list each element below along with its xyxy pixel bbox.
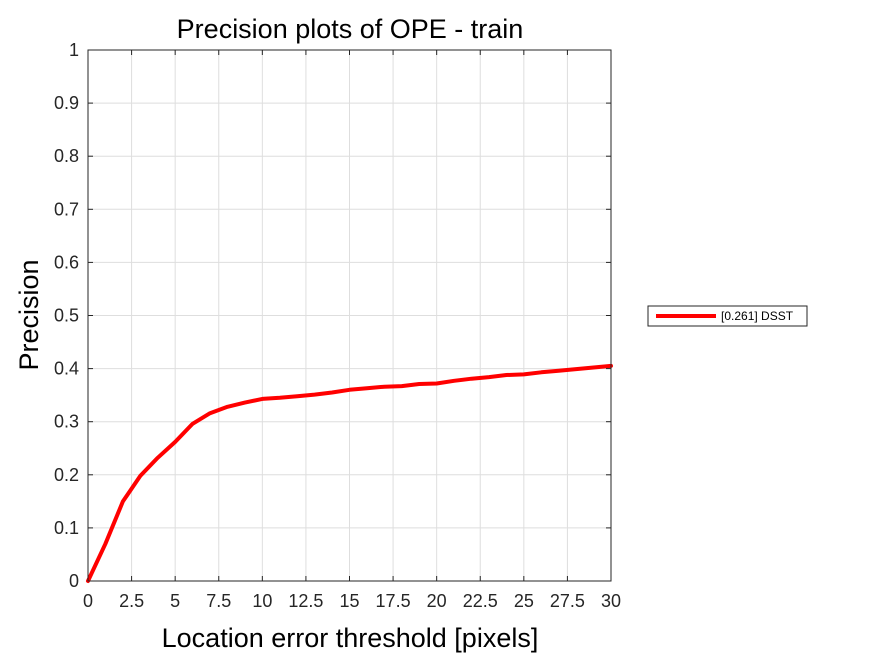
legend: [0.261] DSST [647, 305, 808, 327]
y-tick-label: 0.8 [54, 146, 79, 166]
x-tick-label: 0 [83, 591, 93, 611]
x-tick-label: 30 [601, 591, 621, 611]
x-tick-label: 7.5 [206, 591, 231, 611]
series-layer [86, 363, 613, 583]
x-tick-label: 17.5 [376, 591, 411, 611]
y-tick-label: 0.6 [54, 252, 79, 272]
x-tick-label: 22.5 [463, 591, 498, 611]
y-tick-label: 0.7 [54, 199, 79, 219]
y-tick-label: 1 [69, 40, 79, 60]
y-tick-label: 0.5 [54, 306, 79, 326]
chart-title: Precision plots of OPE - train [177, 14, 524, 44]
series-line-dsst [86, 363, 613, 583]
legend-label-dsst: [0.261] DSST [721, 309, 794, 323]
y-tick-label: 0 [69, 571, 79, 591]
x-tick-label: 12.5 [288, 591, 323, 611]
y-axis-ticks: 0 0.1 0.2 0.3 0.4 0.5 0.6 0.7 0.8 0.9 1 [54, 40, 611, 591]
x-tick-label: 5 [170, 591, 180, 611]
y-axis-label: Precision [14, 259, 44, 370]
x-tick-label: 15 [339, 591, 359, 611]
legend-box [647, 305, 808, 327]
y-tick-label: 0.1 [54, 518, 79, 538]
x-tick-label: 20 [427, 591, 447, 611]
grid [87, 49, 612, 582]
y-tick-label: 0.9 [54, 93, 79, 113]
x-tick-label: 10 [252, 591, 272, 611]
y-tick-label: 0.2 [54, 465, 79, 485]
y-tick-label: 0.3 [54, 412, 79, 432]
x-axis-label: Location error threshold [pixels] [162, 623, 539, 653]
x-tick-label: 27.5 [550, 591, 585, 611]
y-tick-label: 0.4 [54, 359, 79, 379]
x-tick-label: 2.5 [119, 591, 144, 611]
x-tick-label: 25 [514, 591, 534, 611]
x-axis-ticks: 0 2.5 5 7.5 10 12.5 15 17.5 20 22.5 25 27.5 30 [83, 50, 621, 611]
